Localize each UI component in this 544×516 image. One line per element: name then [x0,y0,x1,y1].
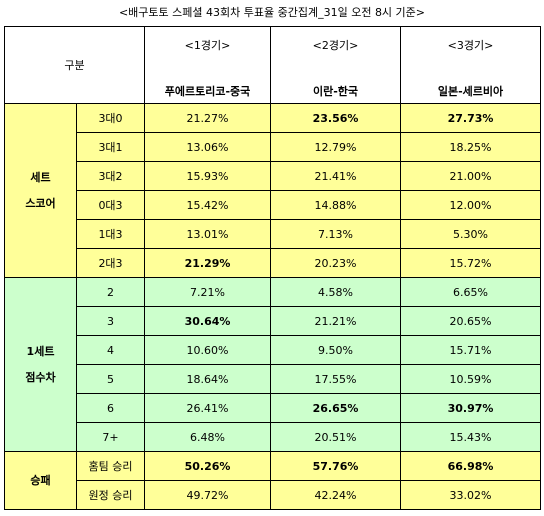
group-label: 승패 [4,451,77,510]
group-label-line: 1세트 [26,344,55,358]
vote-cell: 5.30% [400,219,541,249]
vote-cell: 15.42% [144,190,271,220]
vote-cell: 12.79% [270,132,401,162]
data-row: 3대1 13.06% 12.79% 18.25% [4,132,541,162]
vote-cell: 9.50% [270,335,401,365]
row-label: 1대3 [76,219,145,249]
vote-cell: 15.93% [144,161,271,191]
data-row: 6 26.41% 26.65% 30.97% [4,393,541,423]
vote-cell: 10.60% [144,335,271,365]
row-label: 3대0 [76,103,145,133]
row-label: 홈팀 승리 [76,451,145,481]
vote-cell: 18.64% [144,364,271,394]
data-row: 원정 승리 49.72% 42.24% 33.02% [4,480,541,510]
vote-cell: 15.71% [400,335,541,365]
row-label: 6 [76,393,145,423]
data-row: 3 30.64% 21.21% 20.65% [4,306,541,336]
vote-cell: 42.24% [270,480,401,510]
vote-cell: 14.88% [270,190,401,220]
row-label: 4 [76,335,145,365]
vote-cell: 27.73% [400,103,541,133]
vote-cell: 4.58% [270,277,401,307]
data-row: 세트 스코어 3대0 21.27% 23.56% 27.73% [4,103,541,278]
vote-cell: 23.56% [270,103,401,133]
game-header: <2경기> 이란-한국 [270,26,401,104]
match-name: 푸에르토리코-중국 [164,85,251,98]
vote-cell: 13.06% [144,132,271,162]
row-label: 5 [76,364,145,394]
vote-cell: 18.25% [400,132,541,162]
vote-cell: 7.13% [270,219,401,249]
vote-cell: 6.65% [400,277,541,307]
game-header: <3경기> 일본-세르비아 [400,26,541,104]
data-row: 4 10.60% 9.50% 15.71% [4,335,541,365]
game-number: <1경기> [184,39,231,52]
data-row: 3대2 15.93% 21.41% 21.00% [4,161,541,191]
data-row: 2대3 21.29% 20.23% 15.72% [4,248,541,278]
vote-cell: 49.72% [144,480,271,510]
group-label-line: 점수차 [25,370,56,384]
header-row: 구분 <1경기> 푸에르토리코-중국 <2경기> 이란-한국 <3경기> 일본-세르비아 [4,26,541,104]
vote-cell: 15.72% [400,248,541,278]
vote-cell: 20.23% [270,248,401,278]
game-number: <2경기> [312,39,359,52]
data-row: 1대3 13.01% 7.13% 5.30% [4,219,541,249]
vote-cell: 17.55% [270,364,401,394]
corner-label: 구분 [64,59,85,72]
data-row: 0대3 15.42% 14.88% 12.00% [4,190,541,220]
vote-cell: 20.51% [270,422,401,452]
game-header: <1경기> 푸에르토리코-중국 [144,26,271,104]
row-label: 3대2 [76,161,145,191]
vote-cell: 21.27% [144,103,271,133]
match-name: 이란-한국 [312,85,359,98]
vote-cell: 15.43% [400,422,541,452]
vote-cell: 30.97% [400,393,541,423]
group-label-line: 승패 [30,473,51,487]
vote-cell: 33.02% [400,480,541,510]
data-row: 1세트 점수차 2 7.21% 4.58% 6.65% [4,277,541,452]
row-label: 2 [76,277,145,307]
row-label: 원정 승리 [76,480,145,510]
row-label: 0대3 [76,190,145,220]
game-number: <3경기> [447,39,494,52]
vote-cell: 6.48% [144,422,271,452]
group-label-line: 세트 [30,170,51,184]
vote-cell: 12.00% [400,190,541,220]
data-row: 5 18.64% 17.55% 10.59% [4,364,541,394]
row-label: 3 [76,306,145,336]
row-label: 3대1 [76,132,145,162]
title: <배구토토 스페셜 43회차 투표율 중간집계_31일 오전 8시 기준> [118,6,426,19]
vote-cell: 21.21% [270,306,401,336]
vote-cell: 21.00% [400,161,541,191]
vote-cell: 13.01% [144,219,271,249]
group-label-line: 스코어 [25,196,56,210]
row-label: 7+ [76,422,145,452]
data-row: 승패 홈팀 승리 50.26% 57.76% 66.98% [4,451,541,510]
row-label: 2대3 [76,248,145,278]
vote-cell: 57.76% [270,451,401,481]
vote-cell: 21.41% [270,161,401,191]
vote-cell: 26.65% [270,393,401,423]
vote-cell: 50.26% [144,451,271,481]
data-row: 7+ 6.48% 20.51% 15.43% [4,422,541,452]
vote-cell: 66.98% [400,451,541,481]
vote-cell: 21.29% [144,248,271,278]
vote-cell: 30.64% [144,306,271,336]
vote-cell: 7.21% [144,277,271,307]
vote-cell: 26.41% [144,393,271,423]
match-name: 일본-세르비아 [437,85,504,98]
vote-cell: 20.65% [400,306,541,336]
vote-cell: 10.59% [400,364,541,394]
corner-cell: 구분 [4,26,145,104]
